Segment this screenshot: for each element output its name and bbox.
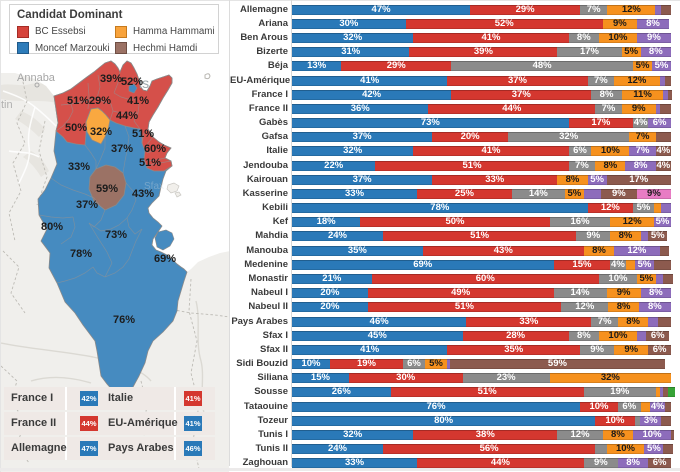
svg-text:tin: tin bbox=[1, 99, 13, 111]
svg-text:33%: 33% bbox=[68, 161, 90, 173]
svg-text:51%: 51% bbox=[132, 128, 154, 140]
svg-text:60%: 60% bbox=[144, 143, 166, 155]
svg-text:59%: 59% bbox=[96, 183, 118, 195]
svg-text:52%: 52% bbox=[121, 76, 143, 88]
svg-text:78%: 78% bbox=[70, 248, 92, 260]
svg-text:76%: 76% bbox=[113, 314, 135, 326]
svg-text:73%: 73% bbox=[105, 229, 127, 241]
svg-text:29%: 29% bbox=[89, 95, 111, 107]
svg-text:37%: 37% bbox=[76, 199, 98, 211]
svg-text:50%: 50% bbox=[65, 122, 87, 134]
svg-text:69%: 69% bbox=[154, 253, 176, 265]
svg-text:51%: 51% bbox=[67, 95, 89, 107]
svg-text:is: is bbox=[139, 75, 149, 91]
svg-text:51%: 51% bbox=[139, 157, 161, 169]
svg-text:44%: 44% bbox=[116, 110, 138, 122]
svg-text:Annaba: Annaba bbox=[17, 72, 56, 84]
svg-text:80%: 80% bbox=[41, 221, 63, 233]
svg-text:39%: 39% bbox=[100, 73, 122, 85]
svg-text:32%: 32% bbox=[90, 126, 112, 138]
svg-text:37%: 37% bbox=[111, 143, 133, 155]
svg-text:Sfax: Sfax bbox=[144, 181, 164, 192]
svg-text:43%: 43% bbox=[132, 188, 154, 200]
svg-text:41%: 41% bbox=[127, 95, 149, 107]
